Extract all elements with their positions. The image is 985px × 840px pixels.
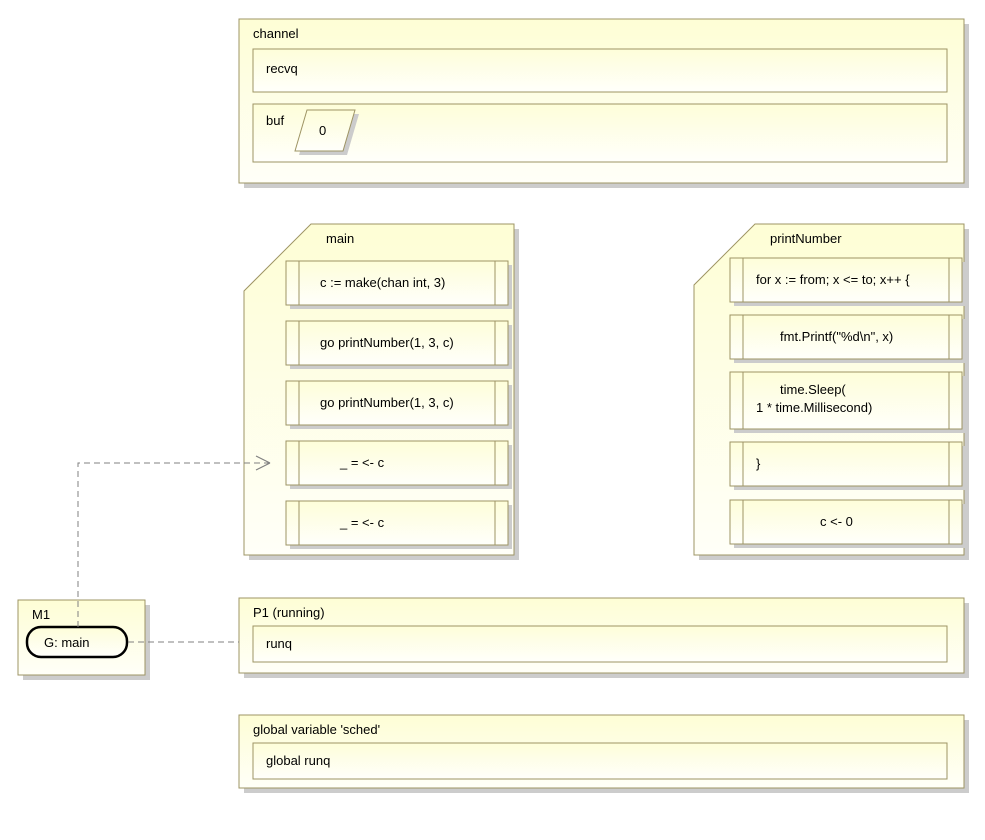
m1-title: M1 — [32, 607, 50, 622]
m1-box: M1 G: main — [18, 600, 150, 680]
sched-runq: global runq — [266, 753, 330, 768]
g-main-label: G: main — [44, 635, 90, 650]
svg-text:_ = <- c: _ = <- c — [339, 455, 385, 470]
svg-text:c := make(chan int, 3): c := make(chan int, 3) — [320, 275, 445, 290]
main-line-2: go printNumber(1, 3, c) — [286, 381, 512, 429]
main-line-1: go printNumber(1, 3, c) — [286, 321, 512, 369]
svg-text:go printNumber(1, 3, c): go printNumber(1, 3, c) — [320, 335, 454, 350]
svg-text:}: } — [756, 456, 761, 471]
p1-runq: runq — [266, 636, 292, 651]
pn-line-3: } — [730, 442, 966, 490]
printnumber-box: printNumber for x := from; x <= to; x++ … — [694, 224, 969, 560]
p1-box: P1 (running) runq — [239, 598, 969, 678]
pn-line-1: fmt.Printf("%d\n", x) — [730, 315, 966, 363]
channel-recvq: recvq — [266, 61, 298, 76]
sched-title: global variable 'sched' — [253, 722, 380, 737]
main-line-4: _ = <- c — [286, 501, 512, 549]
svg-text:for x := from; x <= to; x++ {: for x := from; x <= to; x++ { — [756, 272, 910, 287]
channel-title: channel — [253, 26, 299, 41]
sched-box: global variable 'sched' global runq — [239, 715, 969, 793]
p1-title: P1 (running) — [253, 605, 325, 620]
pn-sleep-1: time.Sleep( — [780, 382, 846, 397]
main-box: main c := make(chan int, 3) go printNumb… — [244, 224, 519, 560]
pn-sleep-2: 1 * time.Millisecond) — [756, 400, 872, 415]
buf-slot-value: 0 — [319, 123, 326, 138]
svg-text:c <- 0: c <- 0 — [820, 514, 853, 529]
main-line-3: _ = <- c — [286, 441, 512, 489]
pn-line-2: time.Sleep( 1 * time.Millisecond) — [730, 372, 966, 433]
pn-line-0: for x := from; x <= to; x++ { — [730, 258, 966, 306]
main-line-0: c := make(chan int, 3) — [286, 261, 512, 309]
channel-buf-label: buf — [266, 113, 284, 128]
printnumber-title: printNumber — [770, 231, 842, 246]
main-title: main — [326, 231, 354, 246]
svg-text:go printNumber(1, 3, c): go printNumber(1, 3, c) — [320, 395, 454, 410]
channel-box: channel recvq buf 0 — [239, 19, 969, 188]
svg-text:fmt.Printf("%d\n", x): fmt.Printf("%d\n", x) — [780, 329, 893, 344]
pn-line-4: c <- 0 — [730, 500, 966, 548]
svg-text:_ = <- c: _ = <- c — [339, 515, 385, 530]
